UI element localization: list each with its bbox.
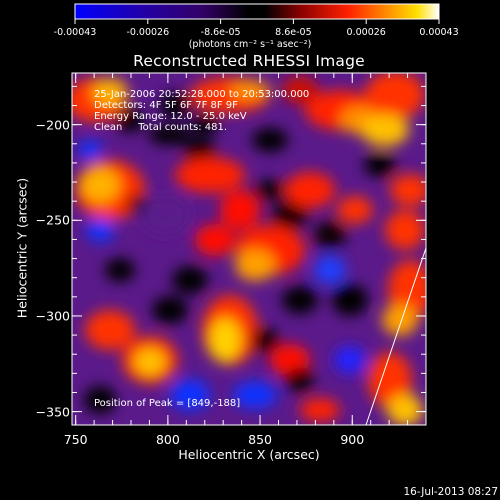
- emission-blob: [148, 125, 192, 145]
- emission-blob: [285, 172, 335, 208]
- emission-blob: [314, 256, 346, 284]
- emission-blob: [390, 174, 426, 206]
- emission-blob: [105, 258, 135, 282]
- emission-blob: [361, 114, 409, 146]
- emission-blob: [159, 93, 191, 117]
- colorbar-tick-label: 0.00043: [419, 27, 459, 38]
- limb-line: [365, 247, 426, 425]
- emission-blob: [152, 296, 188, 324]
- emission-blob: [170, 379, 210, 411]
- emission-blob: [86, 218, 114, 242]
- emission-blob: [233, 381, 277, 409]
- plot-frame: [71, 72, 427, 426]
- emission-blob: [140, 195, 190, 235]
- emission-blob: [387, 394, 423, 425]
- y-tick-label: −300: [35, 308, 70, 324]
- x-axis-label: Heliocentric X (arcsec): [178, 447, 320, 462]
- x-tick-label: 800: [155, 432, 180, 447]
- y-tick-label: −250: [35, 212, 70, 228]
- emission-blob: [195, 224, 235, 256]
- plot-title: Reconstructed RHESSI Image: [133, 52, 365, 70]
- colorbar-tick-label: -0.00026: [126, 27, 170, 38]
- emission-blob: [209, 318, 241, 362]
- emission-blob: [116, 108, 144, 132]
- emission-blob: [251, 328, 279, 352]
- annotation-peak: Position of Peak = [849,-188]: [94, 398, 241, 409]
- emission-blob: [368, 352, 412, 408]
- x-tick-label: 850: [248, 432, 272, 447]
- colorbar-gradient: [74, 3, 440, 20]
- x-tick-label: 750: [63, 432, 88, 447]
- emission-blob: [134, 348, 166, 376]
- emission-blob: [364, 153, 396, 177]
- emission-blob: [337, 196, 373, 224]
- emission-blob: [282, 286, 318, 314]
- emission-blob: [175, 157, 245, 193]
- emission-blob: [230, 80, 270, 100]
- annotation-energy: Energy Range: 12.0 - 25.0 keV: [94, 111, 247, 122]
- emission-blob: [78, 140, 102, 160]
- emission-blob: [332, 284, 368, 316]
- emission-blob: [85, 310, 135, 350]
- y-axis-label: Heliocentric Y (arcsec): [14, 177, 30, 319]
- emission-blob: [286, 368, 314, 392]
- colorbar-tick-label: 8.6e-05: [275, 27, 312, 38]
- emission-blob: [84, 386, 116, 414]
- emission-blob: [80, 167, 120, 203]
- emission-blob: [365, 73, 425, 119]
- emission-blob: [235, 249, 275, 281]
- emission-blob: [185, 138, 215, 162]
- emission-blob: [172, 266, 208, 294]
- emission-blob: [191, 115, 219, 135]
- emission-blob: [255, 180, 285, 200]
- colorbar-units: (photons cm⁻² s⁻¹ asec⁻²): [188, 39, 312, 50]
- emission-blob: [252, 128, 288, 152]
- annotation-clean: Clean Total counts: 481.: [94, 122, 228, 133]
- emission-blob: [92, 78, 128, 106]
- x-tick-label: 900: [340, 432, 365, 447]
- colorbar: [74, 3, 440, 24]
- emission-blob: [220, 190, 260, 230]
- emission-blob: [382, 304, 418, 336]
- emission-blob: [272, 201, 308, 229]
- annotation-time: 25-Jan-2006 20:52:28.000 to 20:53:00.000: [94, 89, 310, 100]
- emission-blob: [282, 76, 318, 104]
- annotation-detectors: Detectors: 4F 5F 6F 7F 8F 9F: [94, 100, 238, 111]
- colorbar-tick-label: 0.00026: [346, 27, 386, 38]
- y-tick-label: −200: [35, 117, 70, 133]
- emission-blob: [314, 221, 346, 249]
- emission-blob: [334, 346, 366, 374]
- emission-blob: [300, 398, 340, 422]
- emission-blob: [385, 210, 425, 250]
- colorbar-tick-label: -8.6e-05: [200, 27, 241, 38]
- y-tick-label: −350: [35, 404, 70, 420]
- colorbar-tick-label: -0.00043: [53, 27, 97, 38]
- timestamp: 16-Jul-2013 08:27: [403, 486, 498, 498]
